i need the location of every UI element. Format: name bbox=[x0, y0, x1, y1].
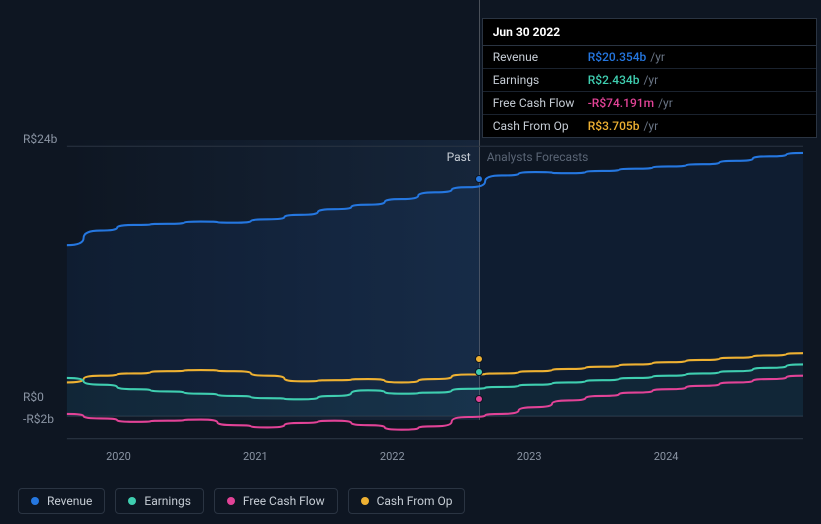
tooltip-date: Jun 30 2022 bbox=[483, 19, 816, 46]
tooltip-row-value: -R$74.191m bbox=[588, 96, 654, 110]
legend-label: Revenue bbox=[47, 494, 92, 508]
x-tick-label: 2021 bbox=[243, 450, 268, 463]
legend-dot-icon bbox=[227, 497, 235, 505]
hover-marker-earnings bbox=[475, 368, 483, 376]
legend-dot-icon bbox=[128, 497, 136, 505]
financials-chart: Past Analysts Forecasts Jun 30 2022 Reve… bbox=[18, 0, 803, 470]
x-tick-label: 2024 bbox=[654, 450, 679, 463]
legend-label: Earnings bbox=[144, 494, 191, 508]
tooltip-row-unit: /yr bbox=[643, 119, 658, 133]
tooltip-row-label: Cash From Op bbox=[493, 119, 588, 133]
tooltip-row-revenue: RevenueR$20.354b/yr bbox=[483, 46, 816, 69]
tooltip-row-value: R$3.705b bbox=[588, 119, 640, 133]
legend-item-revenue[interactable]: Revenue bbox=[18, 488, 105, 514]
legend-item-free_cash_flow[interactable]: Free Cash Flow bbox=[214, 488, 338, 514]
legend-item-earnings[interactable]: Earnings bbox=[115, 488, 204, 514]
legend-label: Cash From Op bbox=[377, 494, 453, 508]
tooltip-row-free_cash_flow: Free Cash Flow-R$74.191m/yr bbox=[483, 92, 816, 115]
legend: Revenue Earnings Free Cash Flow Cash From O… bbox=[18, 488, 465, 514]
y-tick-label: R$0 bbox=[23, 390, 44, 404]
tooltip-row-cash_from_op: Cash From OpR$3.705b/yr bbox=[483, 115, 816, 137]
tooltip-row-unit: /yr bbox=[658, 96, 673, 110]
tooltip-row-unit: /yr bbox=[643, 73, 658, 87]
legend-label: Free Cash Flow bbox=[243, 494, 325, 508]
tooltip-row-value: R$2.434b bbox=[588, 73, 640, 87]
legend-item-cash_from_op[interactable]: Cash From Op bbox=[348, 488, 466, 514]
tooltip-row-label: Earnings bbox=[493, 73, 588, 87]
legend-dot-icon bbox=[31, 497, 39, 505]
tooltip-row-label: Revenue bbox=[493, 50, 588, 64]
x-axis-labels: 2020 2021 2022 2023 2024 bbox=[50, 450, 803, 466]
x-tick-label: 2020 bbox=[106, 450, 131, 463]
hover-marker-free_cash_flow bbox=[475, 395, 483, 403]
tooltip-row-unit: /yr bbox=[650, 50, 665, 64]
legend-dot-icon bbox=[361, 497, 369, 505]
hover-tooltip: Jun 30 2022 RevenueR$20.354b/yrEarningsR… bbox=[482, 18, 817, 138]
hover-marker-revenue bbox=[475, 175, 483, 183]
tooltip-row-label: Free Cash Flow bbox=[493, 96, 588, 110]
y-tick-label: R$24b bbox=[23, 132, 57, 146]
x-tick-label: 2022 bbox=[380, 450, 405, 463]
x-tick-label: 2023 bbox=[517, 450, 542, 463]
tooltip-row-earnings: EarningsR$2.434b/yr bbox=[483, 69, 816, 92]
tooltip-row-value: R$20.354b bbox=[588, 50, 647, 64]
hover-marker-cash_from_op bbox=[475, 355, 483, 363]
y-tick-label: -R$2b bbox=[23, 412, 54, 426]
